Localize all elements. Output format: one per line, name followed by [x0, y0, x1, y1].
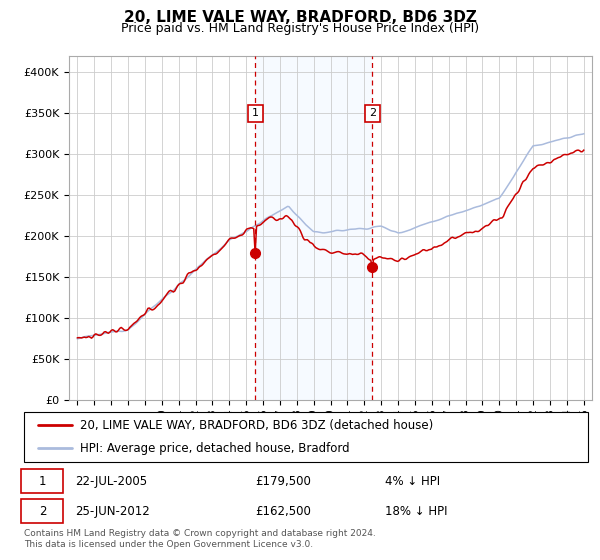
- Text: Price paid vs. HM Land Registry's House Price Index (HPI): Price paid vs. HM Land Registry's House …: [121, 22, 479, 35]
- FancyBboxPatch shape: [21, 469, 64, 493]
- Text: Contains HM Land Registry data © Crown copyright and database right 2024.
This d: Contains HM Land Registry data © Crown c…: [24, 529, 376, 549]
- Text: 1: 1: [39, 474, 46, 488]
- Text: 1: 1: [252, 109, 259, 118]
- FancyBboxPatch shape: [21, 499, 64, 524]
- Text: 25-JUN-2012: 25-JUN-2012: [75, 505, 149, 518]
- Text: 2: 2: [39, 505, 46, 518]
- Text: 4% ↓ HPI: 4% ↓ HPI: [385, 474, 440, 488]
- Bar: [256, 56, 373, 400]
- Text: 20, LIME VALE WAY, BRADFORD, BD6 3DZ: 20, LIME VALE WAY, BRADFORD, BD6 3DZ: [124, 10, 476, 25]
- Text: £162,500: £162,500: [255, 505, 311, 518]
- Text: 20, LIME VALE WAY, BRADFORD, BD6 3DZ (detached house): 20, LIME VALE WAY, BRADFORD, BD6 3DZ (de…: [80, 419, 434, 432]
- Text: £179,500: £179,500: [255, 474, 311, 488]
- Text: HPI: Average price, detached house, Bradford: HPI: Average price, detached house, Brad…: [80, 442, 350, 455]
- Text: 18% ↓ HPI: 18% ↓ HPI: [385, 505, 448, 518]
- Text: 2: 2: [369, 109, 376, 118]
- Text: 22-JUL-2005: 22-JUL-2005: [75, 474, 147, 488]
